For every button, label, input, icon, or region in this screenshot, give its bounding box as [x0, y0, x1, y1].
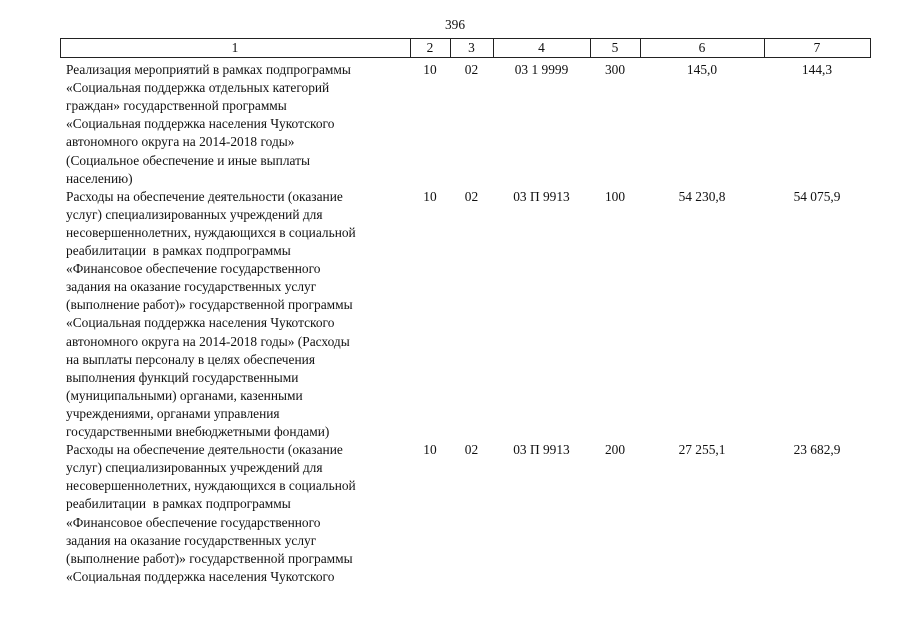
row-text: услуг) специализированных учреждений для [66, 206, 323, 222]
row-text: реабилитации в рамках подпрограммы [66, 496, 291, 512]
row-cell: 03 П 9913 [513, 442, 570, 458]
row-text: автономного округа на 2014-2018 годы» [66, 134, 295, 150]
row-text: Реализация мероприятий в рамках подпрогр… [66, 62, 351, 77]
row-cell: 145,0 [686, 62, 718, 77]
row-cell: 10 [423, 62, 437, 77]
row-cell: 03 П 9913 [513, 188, 570, 204]
row-cell: 10 [423, 442, 437, 458]
row-cell: 02 [464, 62, 479, 77]
row-text: населению) [66, 170, 133, 186]
row-text: (Социальное обеспечение и иные выплаты [66, 152, 310, 168]
row-text: учреждениями, органами управления [66, 405, 280, 421]
row-text: реабилитации в рамках подпрограммы [66, 243, 291, 258]
row-cell: 03 1 9999 [514, 62, 569, 77]
header-label: 6 [698, 40, 706, 55]
row-text: услуг) специализированных учреждений для [66, 460, 323, 476]
page-number: 396 [444, 17, 466, 32]
row-cell: 200 [604, 442, 626, 458]
header-label: 3 [468, 40, 475, 55]
row-text: несовершеннолетних, нуждающихся в социал… [66, 478, 356, 494]
header-label: 2 [426, 40, 434, 55]
row-text: задания на оказание государственных услу… [66, 279, 317, 295]
row-cell: 54 075,9 [793, 188, 841, 204]
row-text: «Финансовое обеспечение государственного [66, 514, 321, 530]
row-text: Расходы на обеспечение деятельности (ока… [66, 188, 343, 204]
row-text: (выполнение работ)» государственной прог… [66, 550, 353, 566]
row-text: Расходы на обеспечение деятельности (ока… [66, 442, 343, 458]
row-cell: 02 [464, 442, 479, 458]
row-text: «Финансовое обеспечение государственного [66, 261, 321, 277]
header-label: 4 [538, 40, 545, 55]
row-text: «Социальная поддержка населения Чукотско… [66, 568, 335, 584]
row-text: выполнения функций государственными [66, 369, 299, 385]
row-cell: 27 255,1 [678, 442, 726, 458]
row-text: граждан» государственной программы [66, 98, 287, 114]
header-cell [764, 38, 871, 58]
row-text: «Социальная поддержка отдельных категори… [66, 80, 330, 96]
row-cell: 54 230,8 [678, 188, 726, 204]
row-cell: 144,3 [801, 62, 833, 77]
row-text: (муниципальными) органами, казенными [66, 387, 303, 403]
row-cell: 23 682,9 [793, 442, 841, 458]
row-text: автономного округа на 2014-2018 годы» (Р… [66, 333, 350, 349]
row-text: государственными внебюджетными фондами) [66, 424, 330, 439]
row-text: на выплаты персоналу в целях обеспечения [66, 351, 315, 367]
row-text: задания на оказание государственных услу… [66, 532, 317, 548]
header-label: 1 [231, 40, 239, 55]
row-cell: 10 [423, 188, 437, 204]
row-text: (выполнение работ)» государственной прог… [66, 297, 353, 313]
row-text: «Социальная поддержка населения Чукотско… [66, 315, 335, 331]
row-cell: 02 [464, 188, 479, 204]
row-cell: 100 [604, 188, 626, 204]
header-label: 7 [813, 40, 821, 55]
row-text: несовершеннолетних, нуждающихся в социал… [66, 224, 356, 240]
header-label: 5 [611, 40, 619, 55]
row-text: «Социальная поддержка населения Чукотско… [66, 116, 335, 132]
row-cell: 300 [604, 62, 626, 77]
